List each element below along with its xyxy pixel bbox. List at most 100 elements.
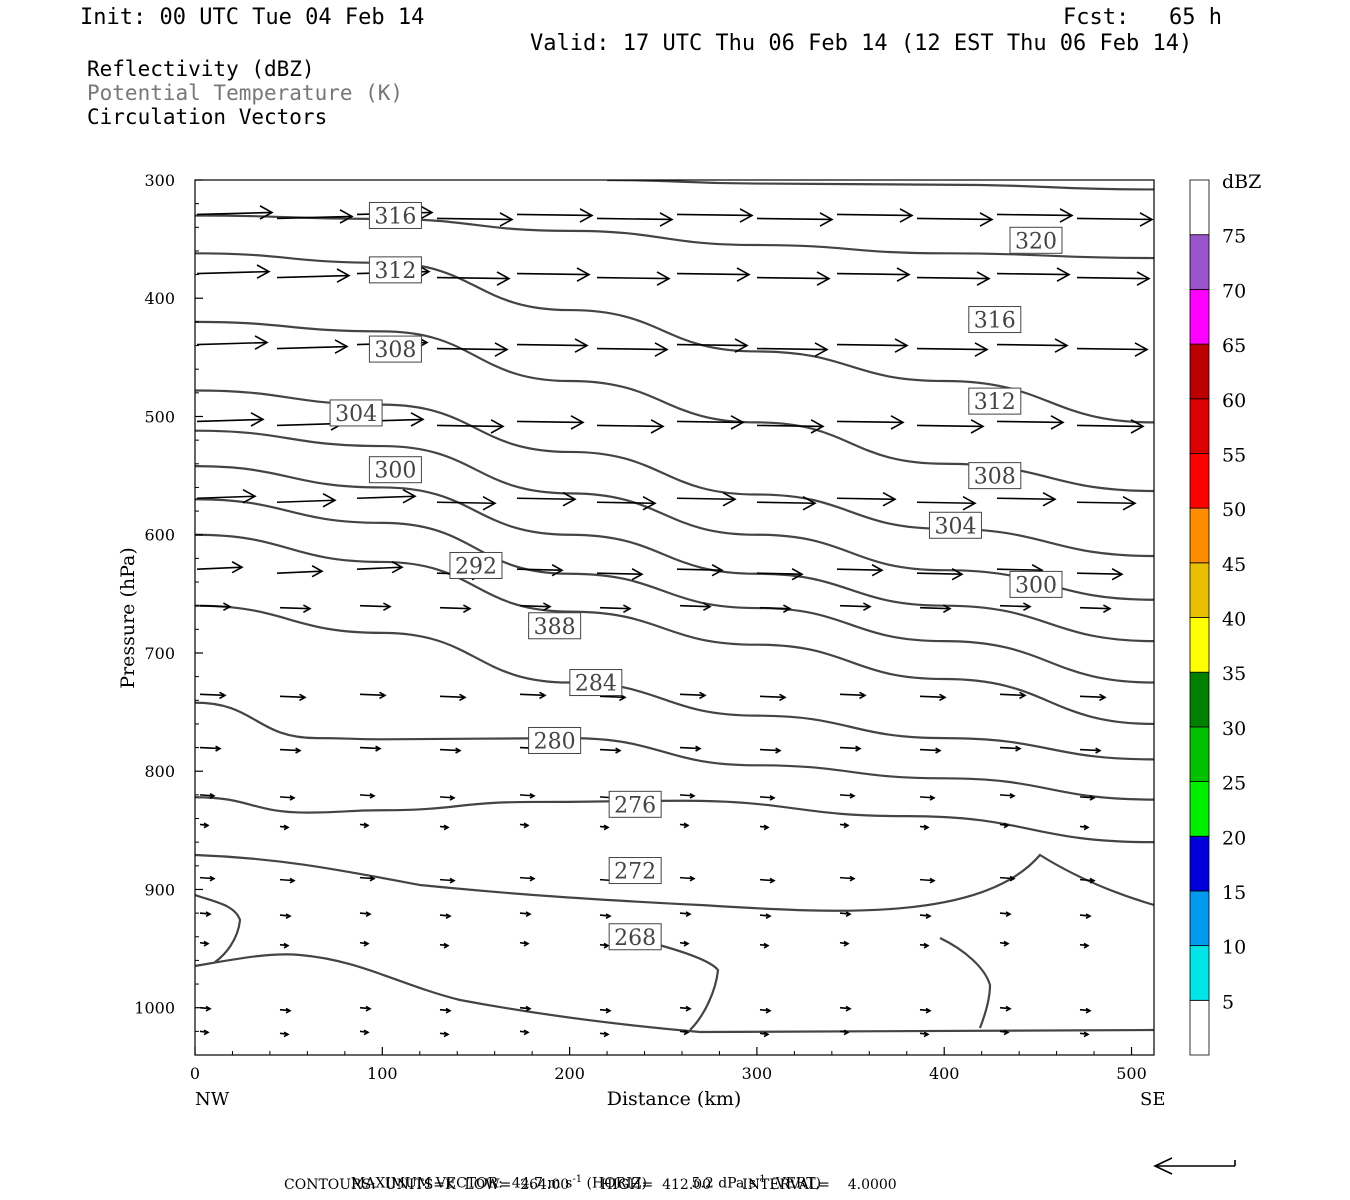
colorbar-level: 40: [1222, 609, 1246, 631]
theta-contour: [195, 214, 1154, 260]
circulation-vector: [359, 746, 381, 750]
vector-head: [642, 495, 657, 511]
circulation-vector: [1076, 347, 1148, 351]
circulation-vector: [839, 876, 855, 880]
vector-head: [814, 342, 829, 357]
contour-label-box: [608, 857, 662, 885]
vector-head: [951, 568, 964, 581]
contour-label: 304: [934, 514, 976, 539]
vector-head: [1009, 875, 1016, 882]
vector-head: [529, 792, 536, 799]
vector-head: [929, 877, 936, 884]
vector-head: [722, 491, 737, 507]
circulation-vector: [356, 495, 416, 500]
circulation-vector: [756, 424, 824, 428]
vector-head: [1009, 792, 1016, 799]
circulation-vector: [679, 794, 695, 797]
colorbar-swatch: [1189, 835, 1210, 892]
vector-head: [499, 212, 514, 227]
circulation-vector: [519, 876, 535, 880]
colorbar-swatch: [1189, 671, 1210, 728]
vector-head: [303, 604, 312, 614]
y-tick-label: 800: [144, 762, 175, 781]
vector-head: [896, 267, 911, 282]
field-circulation-vectors: Circulation Vectors: [87, 105, 328, 129]
vector-head: [802, 495, 817, 511]
vector-head: [615, 747, 622, 754]
vector-head: [1099, 693, 1107, 702]
theta-contour: [195, 533, 1154, 726]
circulation-vector: [359, 604, 391, 608]
circulation-vector: [279, 748, 301, 752]
vector-head: [890, 415, 905, 430]
vector-head: [365, 911, 372, 918]
circulation-vector: [916, 217, 993, 221]
vector-head: [449, 794, 456, 801]
circulation-vector: [759, 695, 786, 699]
vector-head: [849, 875, 856, 882]
vector-head: [311, 565, 324, 578]
circulation-vector: [996, 213, 1073, 217]
vector-head: [419, 205, 434, 220]
vector-head: [925, 913, 932, 920]
circulation-vector: [596, 217, 673, 221]
vector-head: [1089, 877, 1096, 884]
circulation-vector: [1079, 695, 1106, 699]
circulation-vector: [1079, 748, 1101, 752]
vector-head: [539, 691, 547, 700]
vector-head: [763, 942, 770, 949]
vert-exponent: -1: [755, 1174, 766, 1185]
circulation-vector: [836, 272, 910, 276]
vector-head: [899, 208, 914, 223]
vector-head: [219, 691, 227, 700]
circulation-vector: [1079, 606, 1111, 610]
contour-label-box: [368, 335, 422, 363]
vector-head: [730, 415, 745, 430]
vector-head: [231, 561, 244, 574]
vector-head: [383, 602, 392, 612]
vector-head: [974, 342, 989, 357]
circulation-vector: [1079, 878, 1095, 882]
circulation-vector: [676, 568, 723, 572]
vector-head: [1136, 271, 1151, 286]
circulation-vector: [756, 217, 833, 221]
circulation-vector: [516, 497, 576, 501]
circulation-vector: [519, 604, 551, 608]
circulation-vector: [1076, 276, 1150, 280]
vector-head: [525, 911, 532, 918]
circulation-vector: [276, 274, 350, 279]
max-vert-value: 5.2 dPa s: [691, 1175, 756, 1192]
vector-head: [1003, 1029, 1010, 1036]
circulation-vector: [196, 566, 243, 571]
vector-head: [215, 745, 222, 752]
circulation-vector: [679, 693, 706, 697]
vector-head: [1085, 913, 1092, 920]
circulation-vector: [996, 497, 1056, 501]
circulation-vector: [279, 695, 306, 699]
circulation-vector: [756, 572, 803, 576]
vector-head: [689, 875, 696, 882]
contour-label-box: [608, 790, 662, 818]
circulation-vector: [836, 213, 913, 217]
contour-label: 268: [614, 926, 656, 951]
circulation-vector: [519, 693, 546, 697]
vector-head: [845, 1005, 852, 1012]
max-vector-label: MAXIMUM VECTOR:: [350, 1175, 503, 1192]
reference-vector-arrow: [1153, 1157, 1236, 1175]
circulation-vector: [919, 878, 935, 882]
circulation-vector: [1076, 572, 1123, 576]
circulation-vector: [839, 693, 866, 697]
theta-contour: [195, 796, 1154, 844]
vector-head: [923, 1031, 930, 1038]
circulation-vector: [676, 343, 748, 347]
contour-label-box: [528, 726, 582, 754]
vector-head: [339, 209, 354, 224]
vector-head: [562, 491, 577, 507]
vector-head: [685, 911, 692, 918]
contour-label: 280: [534, 729, 576, 754]
vector-head: [375, 745, 382, 752]
vector-head: [923, 942, 930, 949]
vector-head: [603, 824, 610, 831]
circulation-vector: [679, 604, 711, 608]
vector-head: [929, 794, 936, 801]
